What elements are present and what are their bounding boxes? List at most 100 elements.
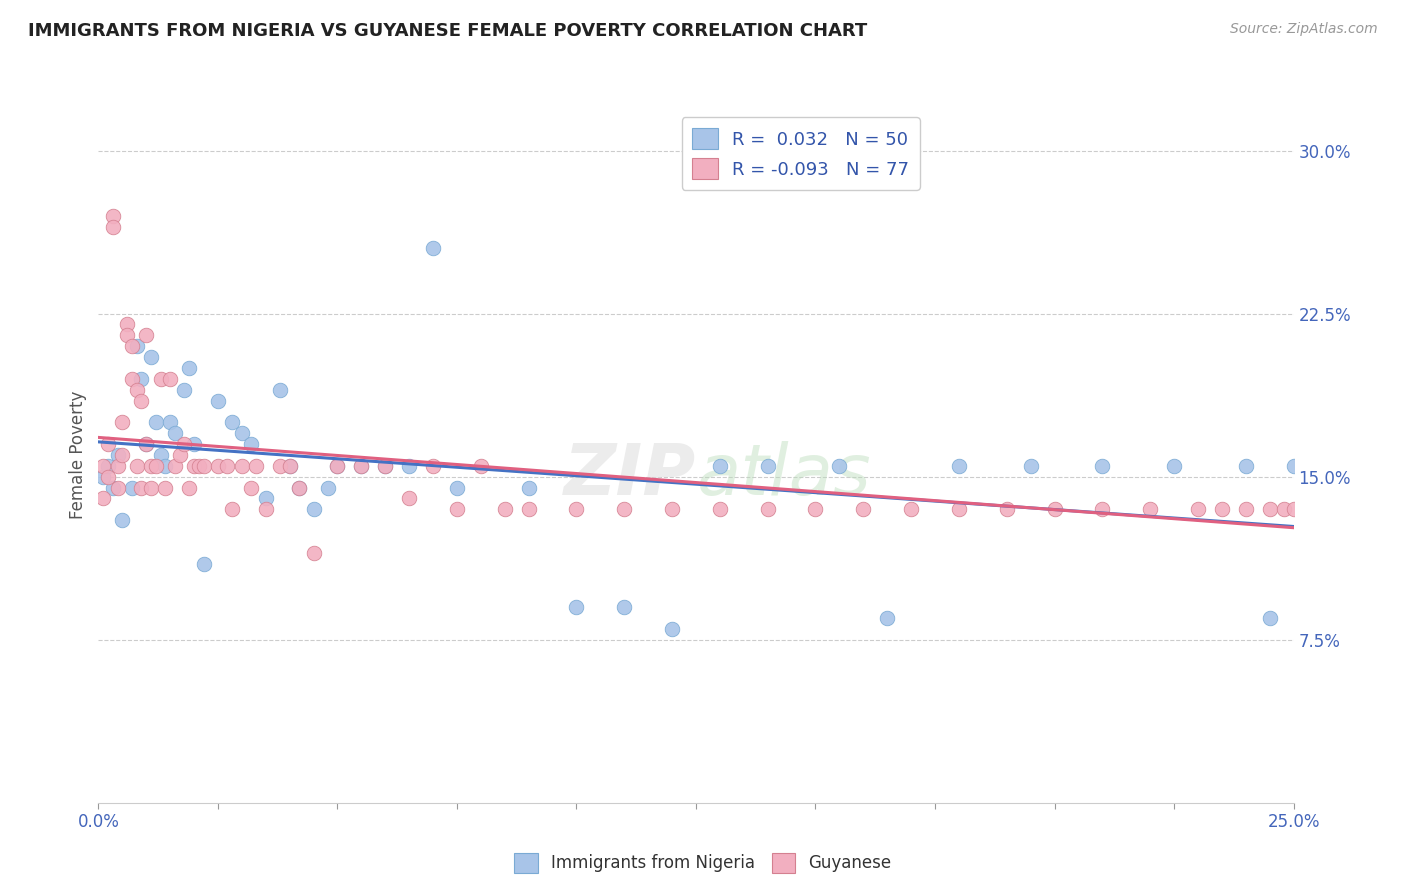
Point — [1139, 502, 1161, 516]
Point — [1292, 502, 1315, 516]
Point — [709, 502, 731, 516]
Point — [254, 491, 277, 506]
Point — [828, 458, 851, 473]
Text: IMMIGRANTS FROM NIGERIA VS GUYANESE FEMALE POVERTY CORRELATION CHART: IMMIGRANTS FROM NIGERIA VS GUYANESE FEMA… — [28, 22, 868, 40]
Point — [517, 481, 540, 495]
Point — [1234, 458, 1257, 473]
Point — [422, 241, 444, 255]
Text: ZIP: ZIP — [564, 442, 696, 510]
Point — [111, 448, 134, 462]
Point — [1211, 502, 1233, 516]
Point — [111, 513, 134, 527]
Point — [155, 458, 177, 473]
Point — [350, 458, 373, 473]
Point — [278, 458, 301, 473]
Point — [125, 458, 148, 473]
Point — [207, 458, 229, 473]
Point — [1282, 502, 1305, 516]
Point — [1019, 458, 1042, 473]
Y-axis label: Female Poverty: Female Poverty — [69, 391, 87, 519]
Point — [131, 372, 153, 386]
Point — [159, 372, 181, 386]
Point — [193, 458, 215, 473]
Point — [661, 502, 683, 516]
Point — [326, 458, 349, 473]
Point — [125, 339, 148, 353]
Point — [326, 458, 349, 473]
Point — [91, 458, 114, 473]
Point — [398, 458, 420, 473]
Point — [804, 502, 827, 516]
Point — [121, 481, 143, 495]
Point — [254, 502, 277, 516]
Point — [111, 415, 134, 429]
Point — [1306, 502, 1329, 516]
Point — [876, 611, 898, 625]
Point — [995, 502, 1018, 516]
Point — [107, 481, 129, 495]
Text: atlas: atlas — [696, 442, 870, 510]
Point — [173, 383, 195, 397]
Point — [149, 448, 172, 462]
Point — [183, 458, 205, 473]
Point — [1258, 611, 1281, 625]
Point — [269, 458, 291, 473]
Point — [97, 437, 120, 451]
Legend: R =  0.032   N = 50, R = -0.093   N = 77: R = 0.032 N = 50, R = -0.093 N = 77 — [682, 118, 920, 190]
Text: Source: ZipAtlas.com: Source: ZipAtlas.com — [1230, 22, 1378, 37]
Point — [517, 502, 540, 516]
Point — [187, 458, 209, 473]
Point — [302, 546, 325, 560]
Point — [1163, 458, 1185, 473]
Point — [217, 458, 239, 473]
Point — [1340, 502, 1362, 516]
Point — [470, 458, 492, 473]
Point — [163, 458, 186, 473]
Point — [221, 502, 243, 516]
Point — [302, 502, 325, 516]
Point — [145, 415, 167, 429]
Point — [155, 481, 177, 495]
Point — [756, 458, 779, 473]
Point — [1091, 458, 1114, 473]
Point — [231, 458, 253, 473]
Point — [661, 622, 683, 636]
Point — [183, 437, 205, 451]
Point — [131, 393, 153, 408]
Point — [374, 458, 396, 473]
Point — [135, 437, 157, 451]
Point — [1282, 458, 1305, 473]
Point — [852, 502, 875, 516]
Point — [121, 372, 143, 386]
Legend: Immigrants from Nigeria, Guyanese: Immigrants from Nigeria, Guyanese — [508, 847, 898, 880]
Point — [565, 502, 588, 516]
Point — [121, 339, 143, 353]
Point — [221, 415, 243, 429]
Point — [1043, 502, 1066, 516]
Point — [115, 318, 138, 332]
Point — [446, 502, 468, 516]
Point — [398, 491, 420, 506]
Point — [207, 393, 229, 408]
Point — [350, 458, 373, 473]
Point — [316, 481, 339, 495]
Point — [231, 426, 253, 441]
Point — [97, 469, 120, 483]
Point — [494, 502, 516, 516]
Point — [107, 448, 129, 462]
Point — [374, 458, 396, 473]
Point — [245, 458, 267, 473]
Point — [1234, 502, 1257, 516]
Point — [173, 437, 195, 451]
Point — [169, 448, 191, 462]
Point — [101, 209, 124, 223]
Point — [193, 557, 215, 571]
Point — [139, 350, 162, 364]
Point — [288, 481, 311, 495]
Point — [756, 502, 779, 516]
Point — [179, 360, 201, 375]
Point — [163, 426, 186, 441]
Point — [565, 600, 588, 615]
Point — [135, 437, 157, 451]
Point — [278, 458, 301, 473]
